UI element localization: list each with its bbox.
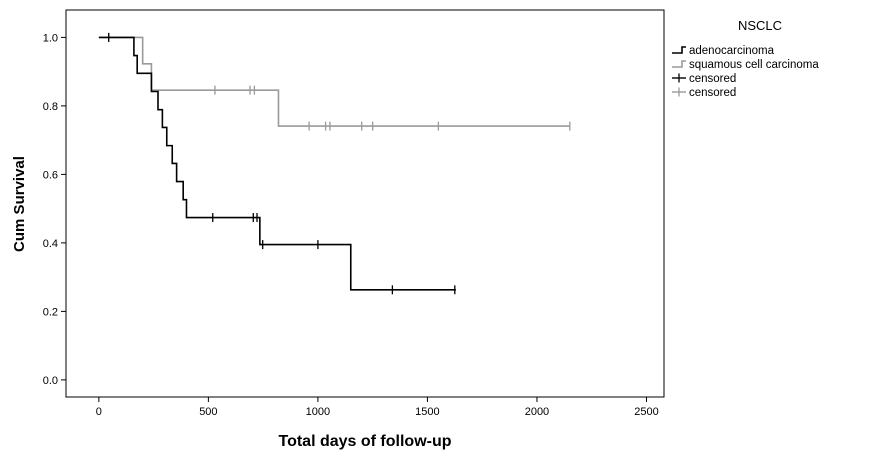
y-axis-ticks: 0.0 0.2 0.4 0.6 0.8 1.0 [43,32,66,387]
x-tick-label: 1000 [306,406,330,418]
y-axis-title: Cum Survival [11,156,28,252]
survival-curve-squamous-cell-carcinoma [98,36,570,127]
y-tick-label: 0.4 [43,238,58,250]
legend-label: censored [689,73,736,85]
y-tick-label: 1.0 [43,32,58,44]
y-tick-label: 0.8 [43,101,58,113]
legend-label: censored [689,87,736,99]
y-tick-label: 0.0 [43,375,58,387]
survival-curve-adenocarcinoma [98,36,456,291]
legend-label: adenocarcinoma [689,45,775,57]
x-tick-label: 500 [199,406,217,418]
y-tick-label: 0.6 [43,169,58,181]
series-layer [98,32,571,295]
x-tick-label: 1500 [415,406,439,418]
y-tick-label: 0.2 [43,306,58,318]
plot-frame [65,9,665,398]
x-axis-ticks: 0 500 1000 1500 2000 2500 [96,397,659,418]
x-tick-label: 2500 [634,406,658,418]
legend-swatch-step [672,46,686,54]
x-tick-label: 0 [96,406,102,418]
x-tick-label: 2000 [525,406,549,418]
legend-label: squamous cell carcinoma [689,59,819,71]
legend-swatch-step [672,60,686,68]
x-axis-title: Total days of follow-up [278,433,451,450]
legend-title: NSCLC [738,18,782,33]
legend: NSCLC adenocarcinoma squamous cell carcin… [672,18,819,99]
